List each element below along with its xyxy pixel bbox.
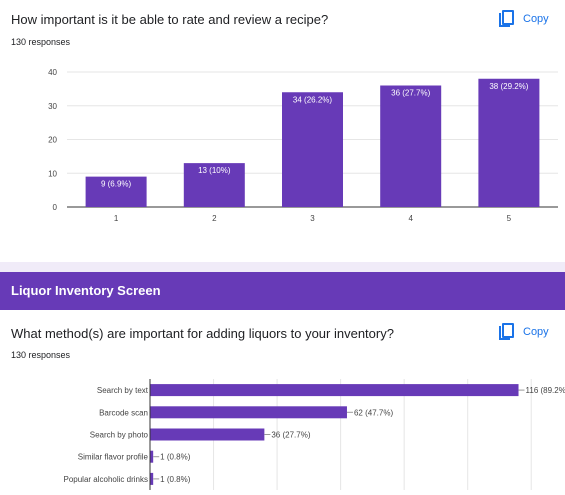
copy-label: Copy — [523, 326, 549, 338]
data-label: 62 (47.7%) — [354, 408, 393, 417]
data-label: 36 (27.7%) — [391, 89, 430, 98]
category-label: Search by text — [97, 386, 149, 395]
question-card-rating: How important is it be able to rate and … — [0, 0, 565, 262]
data-label: 1 (0.8%) — [160, 453, 191, 462]
data-label: 36 (27.7%) — [271, 431, 310, 440]
x-tick-label: 2 — [212, 214, 217, 223]
bar — [85, 176, 147, 207]
data-label: 38 (29.2%) — [489, 82, 528, 91]
data-label: 34 (26.2%) — [293, 95, 332, 104]
bar — [282, 92, 343, 207]
category-label: Popular alcoholic drinks — [64, 475, 149, 484]
y-tick-label: 40 — [48, 68, 57, 77]
copy-icon — [499, 10, 515, 28]
data-label: 116 (89.2%) — [526, 386, 565, 395]
x-tick-label: 4 — [408, 214, 413, 223]
question-title: How important is it be able to rate and … — [11, 12, 329, 27]
data-label: 1 (0.8%) — [160, 475, 191, 484]
y-tick-label: 20 — [48, 136, 57, 145]
methods-bar-chart: 116 (89.2%) Search by text 62 (47.7%) Barco… — [64, 379, 565, 490]
copy-button[interactable]: Copy — [499, 322, 549, 342]
question-title: What method(s) are important for adding … — [11, 326, 394, 341]
section-title: Liquor Inventory Screen — [11, 283, 161, 298]
bar — [150, 428, 265, 441]
x-tick-label: 3 — [310, 214, 315, 223]
question-card-methods: What method(s) are important for adding … — [0, 310, 565, 495]
bar — [150, 472, 154, 485]
category-label: Search by photo — [90, 431, 149, 440]
y-tick-label: 10 — [48, 169, 57, 178]
y-tick-label: 30 — [48, 102, 57, 111]
category-label: Similar flavor profile — [78, 453, 149, 462]
rating-bar-chart: 0 10 20 30 40 9 (6.9%) 1 13 (10%) 2 34 (26.2%) 3 36… — [48, 68, 558, 223]
bar — [150, 384, 519, 397]
data-label: 13 (10%) — [198, 166, 231, 175]
x-tick-label: 5 — [507, 214, 512, 223]
bar — [150, 450, 154, 463]
bar — [183, 163, 245, 207]
section-header: Liquor Inventory Screen — [0, 272, 565, 310]
category-label: Barcode scan — [99, 408, 148, 417]
data-label: 9 (6.9%) — [101, 180, 132, 189]
bar — [380, 85, 442, 207]
response-count: 130 responses — [11, 350, 71, 360]
copy-icon — [499, 323, 515, 341]
copy-button[interactable]: Copy — [499, 9, 549, 29]
copy-label: Copy — [523, 13, 549, 25]
x-tick-label: 1 — [114, 214, 119, 223]
bar — [150, 406, 347, 419]
y-tick-label: 0 — [53, 203, 58, 212]
bar — [478, 78, 540, 207]
response-count: 130 responses — [11, 37, 71, 47]
